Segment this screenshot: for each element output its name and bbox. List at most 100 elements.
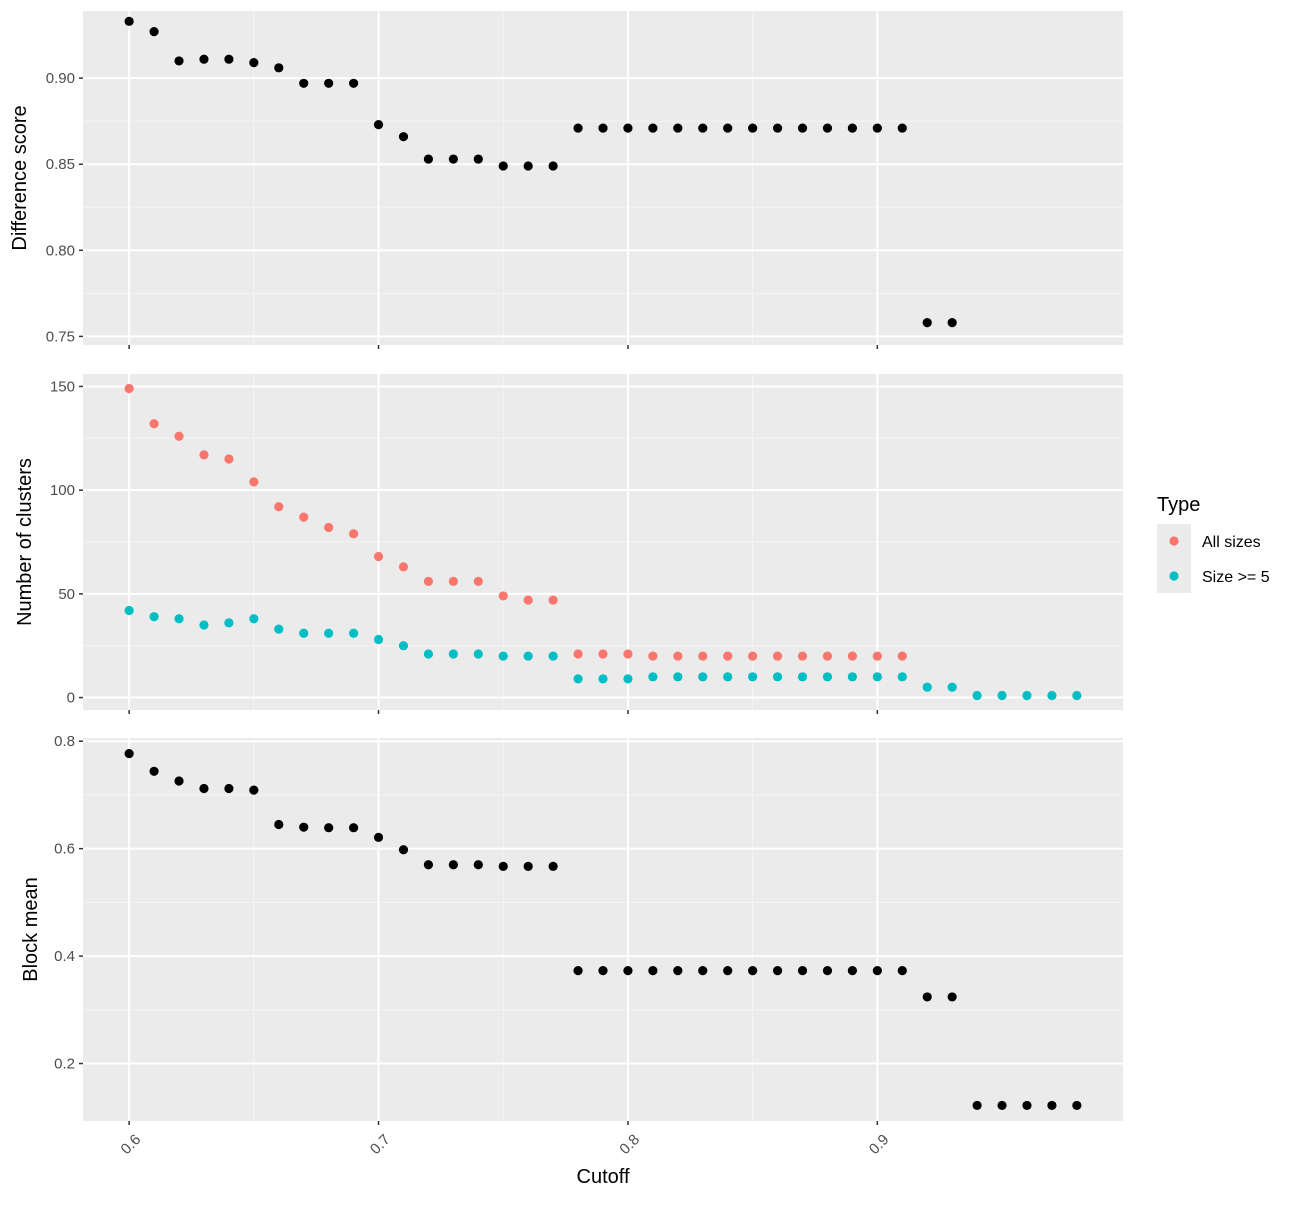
panels: 0.75 0.80 0.85 0.90 Difference score 0 50 100 15… bbox=[9, 11, 1123, 1158]
data-point bbox=[1022, 690, 1032, 701]
data-point bbox=[872, 672, 882, 682]
data-point bbox=[324, 78, 334, 88]
data-point bbox=[199, 450, 209, 460]
data-point bbox=[723, 123, 733, 133]
data-point bbox=[548, 651, 558, 661]
data-point bbox=[797, 651, 808, 661]
data-point bbox=[174, 56, 184, 66]
panel-2: 0 50 100 150 Number of clusters bbox=[14, 374, 1123, 714]
data-point bbox=[772, 651, 783, 661]
data-point bbox=[199, 620, 209, 630]
data-point bbox=[274, 624, 284, 634]
legend-title: Type bbox=[1157, 494, 1200, 516]
y-tick-label: 0.8 bbox=[54, 733, 75, 750]
y-tick-label: 0.80 bbox=[46, 242, 75, 259]
data-point bbox=[598, 965, 608, 976]
data-point bbox=[822, 123, 833, 133]
data-point bbox=[224, 54, 234, 64]
data-point bbox=[124, 16, 134, 26]
data-point bbox=[573, 965, 583, 976]
series bbox=[124, 748, 1082, 1111]
data-point bbox=[872, 651, 882, 661]
y-axis-title: Number of clusters bbox=[14, 458, 36, 626]
data-point bbox=[573, 123, 583, 133]
data-point bbox=[748, 651, 758, 661]
data-point bbox=[274, 63, 284, 73]
data-point bbox=[299, 628, 309, 638]
data-point bbox=[1072, 1100, 1082, 1111]
data-point bbox=[473, 649, 483, 659]
data-point bbox=[797, 123, 808, 133]
data-point bbox=[149, 612, 159, 622]
legend-items: All sizes Size >= 5 bbox=[1169, 534, 1270, 586]
data-point bbox=[398, 132, 409, 142]
data-point bbox=[149, 419, 159, 429]
data-point bbox=[673, 672, 683, 682]
data-point bbox=[299, 78, 309, 88]
x-tick-label: 0.6 bbox=[118, 1131, 145, 1158]
data-point bbox=[922, 318, 932, 328]
data-point bbox=[847, 672, 858, 682]
data-point bbox=[598, 674, 608, 684]
data-point bbox=[897, 123, 907, 133]
data-point bbox=[548, 595, 558, 605]
data-point bbox=[972, 690, 982, 701]
x-tick-label: 0.9 bbox=[866, 1131, 893, 1158]
data-point bbox=[723, 672, 733, 682]
data-point bbox=[1072, 690, 1082, 701]
data-point bbox=[698, 965, 708, 976]
data-point bbox=[548, 161, 558, 171]
data-point bbox=[772, 123, 783, 133]
data-point bbox=[249, 58, 259, 68]
data-point bbox=[648, 965, 658, 976]
data-point bbox=[373, 634, 384, 645]
data-point bbox=[997, 1100, 1007, 1111]
data-point bbox=[648, 651, 658, 661]
data-point bbox=[124, 748, 134, 759]
data-point bbox=[922, 992, 932, 1002]
series-all-sizes bbox=[124, 383, 907, 661]
panel-3: 0.2 0.4 0.6 0.8 Block mean bbox=[20, 733, 1123, 1125]
data-point bbox=[897, 651, 907, 661]
data-point bbox=[473, 860, 483, 870]
y-tick-label: 50 bbox=[58, 586, 75, 603]
legend-label: Size >= 5 bbox=[1202, 569, 1270, 586]
data-point bbox=[348, 628, 359, 638]
data-point bbox=[224, 454, 234, 464]
data-point bbox=[174, 776, 184, 786]
data-point bbox=[149, 766, 159, 776]
y-tick-label: 0.90 bbox=[46, 70, 75, 87]
data-point bbox=[249, 477, 259, 487]
data-point bbox=[623, 965, 633, 976]
data-point bbox=[822, 651, 833, 661]
data-point bbox=[523, 161, 533, 171]
panel-1: 0.75 0.80 0.85 0.90 Difference score bbox=[9, 11, 1123, 349]
y-axis-title: Block mean bbox=[20, 877, 42, 982]
data-point bbox=[673, 123, 683, 133]
y-tick-label: 150 bbox=[50, 378, 75, 395]
data-point bbox=[872, 123, 882, 133]
data-point bbox=[947, 992, 957, 1002]
y-tick-label: 0.4 bbox=[54, 948, 75, 965]
data-point bbox=[698, 123, 708, 133]
data-point bbox=[299, 822, 309, 832]
data-point bbox=[324, 823, 334, 833]
data-point bbox=[623, 649, 633, 659]
data-point bbox=[124, 605, 134, 616]
data-point bbox=[748, 672, 758, 682]
data-point bbox=[1047, 1100, 1057, 1111]
data-point bbox=[698, 651, 708, 661]
data-point bbox=[1047, 690, 1057, 701]
data-point bbox=[423, 576, 434, 587]
data-point bbox=[274, 502, 284, 512]
data-point bbox=[498, 861, 508, 871]
data-point bbox=[324, 522, 334, 533]
x-tick-labels: 0.6 0.7 0.8 0.9 bbox=[118, 1131, 893, 1158]
data-point bbox=[897, 965, 907, 976]
data-point bbox=[872, 965, 882, 976]
data-point bbox=[473, 576, 483, 587]
data-point bbox=[199, 54, 209, 64]
data-point bbox=[748, 965, 758, 976]
data-point bbox=[249, 785, 259, 795]
